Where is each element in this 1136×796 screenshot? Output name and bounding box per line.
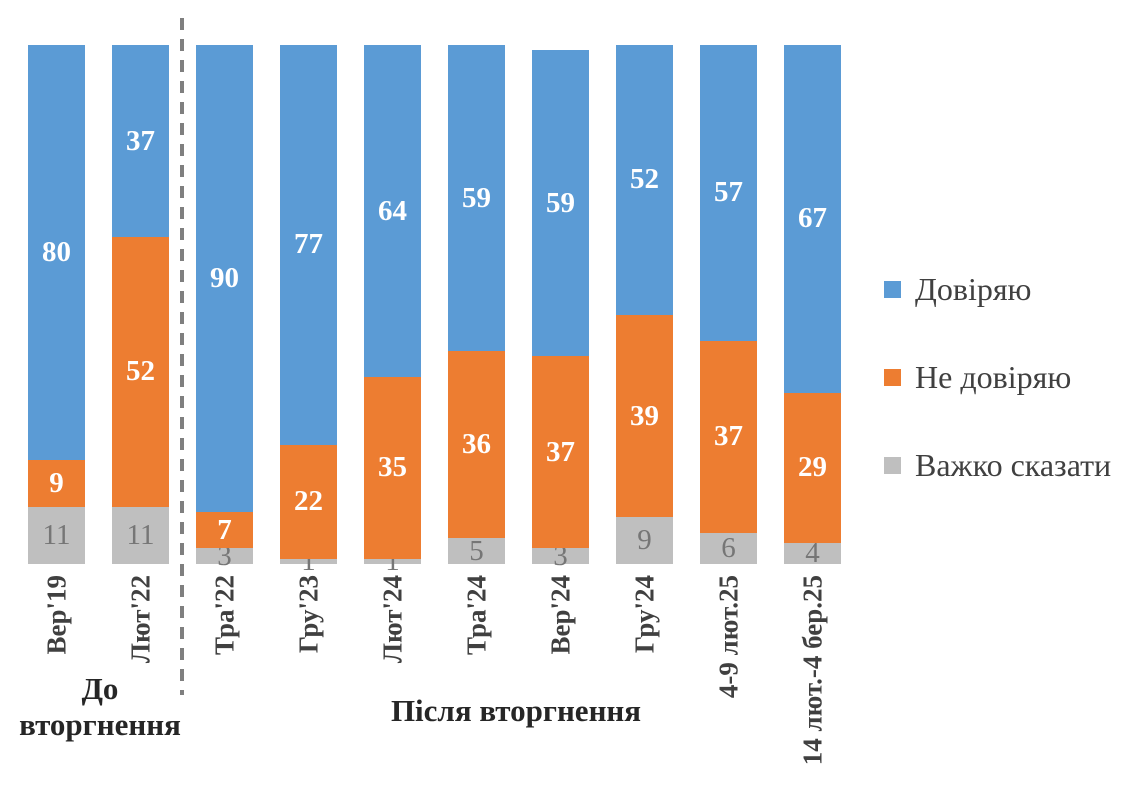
value-label-trust-Лют'22: 37: [126, 124, 155, 157]
bar-segment-trust-Гру'24: 52: [616, 45, 673, 315]
bar-segment-distrust-4-9 лют.25: 37: [700, 340, 757, 533]
value-label-trust-Тра'24: 59: [462, 181, 491, 214]
value-label-distrust-Тра'22: 7: [217, 513, 232, 546]
legend-label-trust: Довіряю: [915, 271, 1032, 307]
x-axis-label-Вер'19: Вер'19: [41, 575, 71, 655]
value-label-distrust-Лют'22: 52: [126, 355, 155, 388]
x-axis-label-14 лют.-4 бер.25: 14 лют.-4 бер.25: [797, 575, 827, 766]
value-label-distrust-Вер'24: 37: [546, 435, 575, 468]
bar-segment-trust-Тра'24: 59: [448, 45, 505, 352]
legend-marker-trust-icon: [884, 280, 901, 298]
value-label-trust-Гру'24: 52: [630, 163, 659, 196]
bar-segment-trust-Лют'24: 64: [364, 45, 421, 378]
value-label-hard-to-say-Гру'24: 9: [637, 524, 652, 557]
bar-segment-hard-to-say-Вер'24: 3: [532, 541, 589, 570]
legend-label-distrust: Не довіряю: [915, 359, 1072, 395]
bar-segment-distrust-Вер'19: 9: [28, 460, 85, 507]
legend-item-trust: Довіряю: [884, 268, 1111, 310]
value-label-distrust-Гру'24: 39: [630, 399, 659, 432]
value-label-distrust-Гру'23: 22: [294, 485, 323, 518]
value-label-distrust-Лют'24: 35: [378, 451, 407, 484]
value-label-hard-to-say-4-9 лют.25: 6: [721, 531, 736, 564]
value-label-trust-Лют'24: 64: [378, 194, 407, 227]
legend-label-hard-to-say: Важко сказати: [915, 447, 1112, 483]
bar-segment-hard-to-say-Лют'24: 1: [364, 546, 421, 575]
bar-segment-trust-Тра'22: 90: [196, 45, 253, 513]
bar-segment-distrust-Гру'23: 22: [280, 444, 337, 559]
bar-segment-trust-Вер'24: 59: [532, 50, 589, 357]
legend-item-hard-to-say: Важко сказати: [884, 444, 1111, 486]
value-label-trust-14 лют.-4 бер.25: 67: [798, 202, 827, 235]
bar-segment-trust-Гру'23: 77: [280, 45, 337, 445]
value-label-trust-Гру'23: 77: [294, 228, 323, 261]
legend-marker-distrust-icon: [884, 368, 901, 386]
value-label-hard-to-say-Вер'19: 11: [42, 518, 71, 551]
group-label-after-invasion: Після вторгнення: [390, 693, 642, 728]
legend-item-distrust: Не довіряю: [884, 356, 1111, 398]
value-label-trust-4-9 лют.25: 57: [714, 176, 743, 209]
bar-segment-hard-to-say-4-9 лют.25: 6: [700, 531, 757, 564]
bar-segment-hard-to-say-Вер'19: 11: [28, 506, 85, 564]
value-label-trust-Вер'24: 59: [546, 186, 575, 219]
x-axis-label-Лют'24: Лют'24: [377, 575, 407, 664]
value-label-distrust-14 лют.-4 бер.25: 29: [798, 451, 827, 484]
bar-segment-trust-Вер'19: 80: [28, 45, 85, 461]
group-label-before-invasion: До вторгнення: [19, 671, 181, 742]
bar-segment-hard-to-say-14 лют.-4 бер.25: 4: [784, 539, 841, 568]
bar-segment-hard-to-say-Лют'22: 11: [112, 506, 169, 564]
bar-segment-distrust-14 лют.-4 бер.25: 29: [784, 392, 841, 544]
x-axis-label-4-9 лют.25: 4-9 лют.25: [713, 575, 743, 699]
value-label-distrust-Тра'24: 36: [462, 428, 491, 461]
legend: Довіряю Не довіряю Важко сказати: [884, 268, 1111, 532]
value-label-hard-to-say-Вер'24: 3: [553, 539, 568, 572]
bar-segment-hard-to-say-Гру'23: 1: [280, 546, 337, 575]
bar-segment-trust-4-9 лют.25: 57: [700, 45, 757, 341]
bar-segment-hard-to-say-Тра'22: 3: [196, 541, 253, 570]
bar-segment-distrust-Тра'24: 36: [448, 351, 505, 539]
value-label-hard-to-say-Тра'22: 3: [217, 539, 232, 572]
bar-segment-hard-to-say-Тра'24: 5: [448, 534, 505, 567]
bar-segment-trust-Лют'22: 37: [112, 45, 169, 238]
bar-segment-distrust-Гру'24: 39: [616, 314, 673, 518]
bar-segment-trust-14 лют.-4 бер.25: 67: [784, 45, 841, 393]
value-label-hard-to-say-Лют'22: 11: [126, 518, 155, 551]
bar-segment-distrust-Тра'22: 7: [196, 512, 253, 549]
value-label-distrust-Вер'19: 9: [49, 467, 64, 500]
legend-marker-hard-to-say-icon: [884, 456, 901, 474]
x-axis-label-Гру'23: Гру'23: [293, 575, 323, 654]
x-axis-label-Тра'22: Тра'22: [209, 575, 239, 655]
bar-segment-distrust-Лют'24: 35: [364, 377, 421, 559]
bar-segment-distrust-Вер'24: 37: [532, 356, 589, 549]
x-axis-label-Вер'24: Вер'24: [545, 575, 575, 655]
value-label-trust-Вер'19: 80: [42, 236, 71, 269]
value-label-trust-Тра'22: 90: [210, 262, 239, 295]
x-axis-label-Лют'22: Лют'22: [125, 575, 155, 664]
value-label-hard-to-say-14 лют.-4 бер.25: 4: [805, 537, 820, 570]
bar-segment-hard-to-say-Гру'24: 9: [616, 517, 673, 564]
invasion-divider-line: [180, 18, 184, 695]
value-label-distrust-4-9 лют.25: 37: [714, 420, 743, 453]
value-label-hard-to-say-Тра'24: 5: [469, 534, 484, 567]
x-axis-label-Гру'24: Гру'24: [629, 575, 659, 654]
bar-segment-distrust-Лют'22: 52: [112, 237, 169, 507]
x-axis-label-Тра'24: Тра'24: [461, 575, 491, 655]
